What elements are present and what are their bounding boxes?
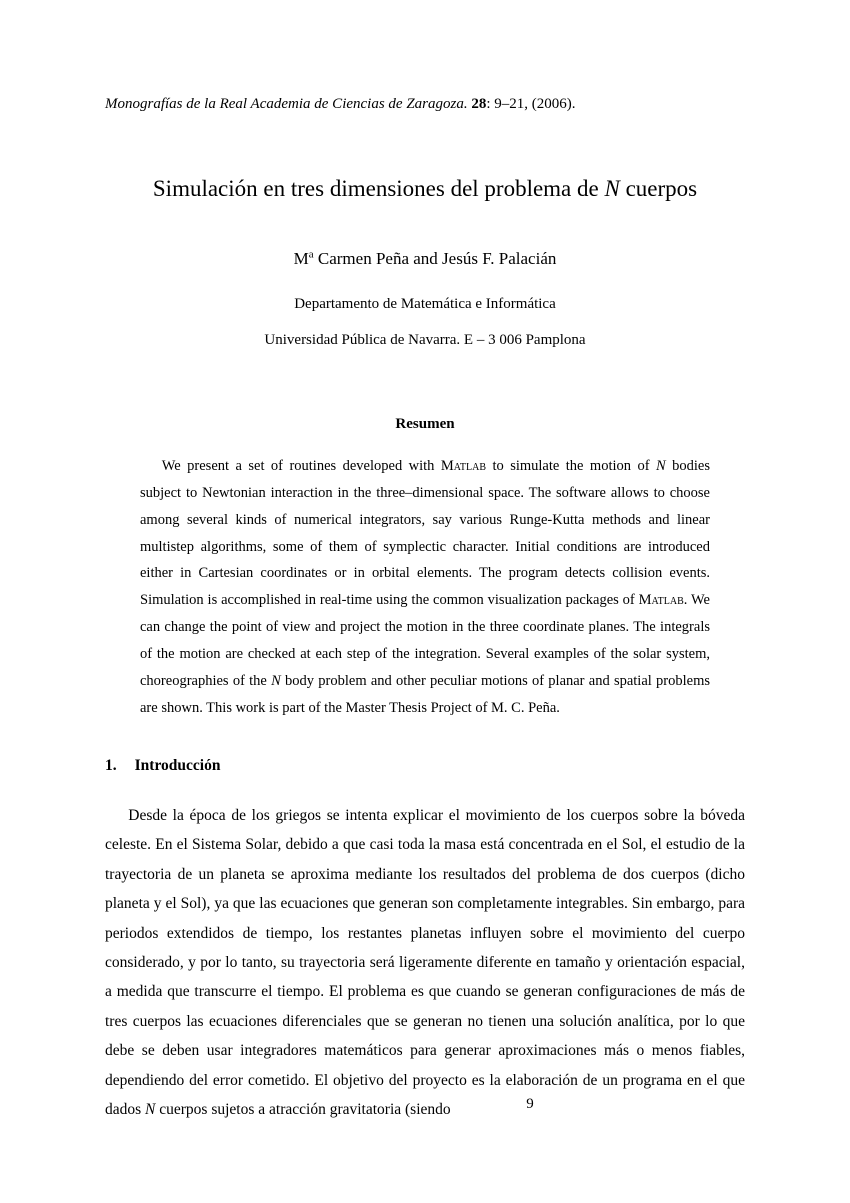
body-paragraph: Desde la época de los griegos se intenta… — [105, 801, 745, 1125]
journal-pages: 9–21 — [494, 96, 524, 112]
matlab-name: Matlab — [441, 458, 486, 474]
section-heading: 1. Introducción — [105, 751, 745, 780]
journal-volume: 28 — [471, 96, 486, 112]
title-variable: N — [604, 176, 619, 201]
section-number: 1. — [105, 757, 117, 774]
title-prefix: Simulación en tres dimensiones del probl… — [153, 176, 605, 201]
author-middle: Carmen Peña and Jesús F. Palacián — [314, 249, 557, 268]
journal-header: Monografías de la Real Academia de Cienc… — [105, 90, 745, 119]
journal-name: Monografías de la Real Academia de Cienc… — [105, 96, 468, 112]
variable-N: N — [656, 458, 666, 474]
title-suffix: cuerpos — [620, 176, 697, 201]
page-number: 9 — [105, 1090, 850, 1119]
journal-year: (2006). — [532, 96, 576, 112]
abstract-paragraph: We present a set of routines developed w… — [105, 453, 745, 721]
affiliation-dept: Departamento de Matemática e Informática — [105, 290, 745, 319]
authors-line: Ma Carmen Peña and Jesús F. Palacián — [105, 243, 745, 275]
author-prefix: M — [294, 249, 309, 268]
abstract-heading: Resumen — [105, 410, 745, 439]
paper-title: Simulación en tres dimensiones del probl… — [105, 174, 745, 204]
section-title: Introducción — [135, 757, 221, 774]
affiliation-univ: Universidad Pública de Navarra. E – 3 00… — [105, 326, 745, 355]
variable-N: N — [271, 673, 281, 689]
matlab-name: Matlab — [639, 592, 684, 608]
